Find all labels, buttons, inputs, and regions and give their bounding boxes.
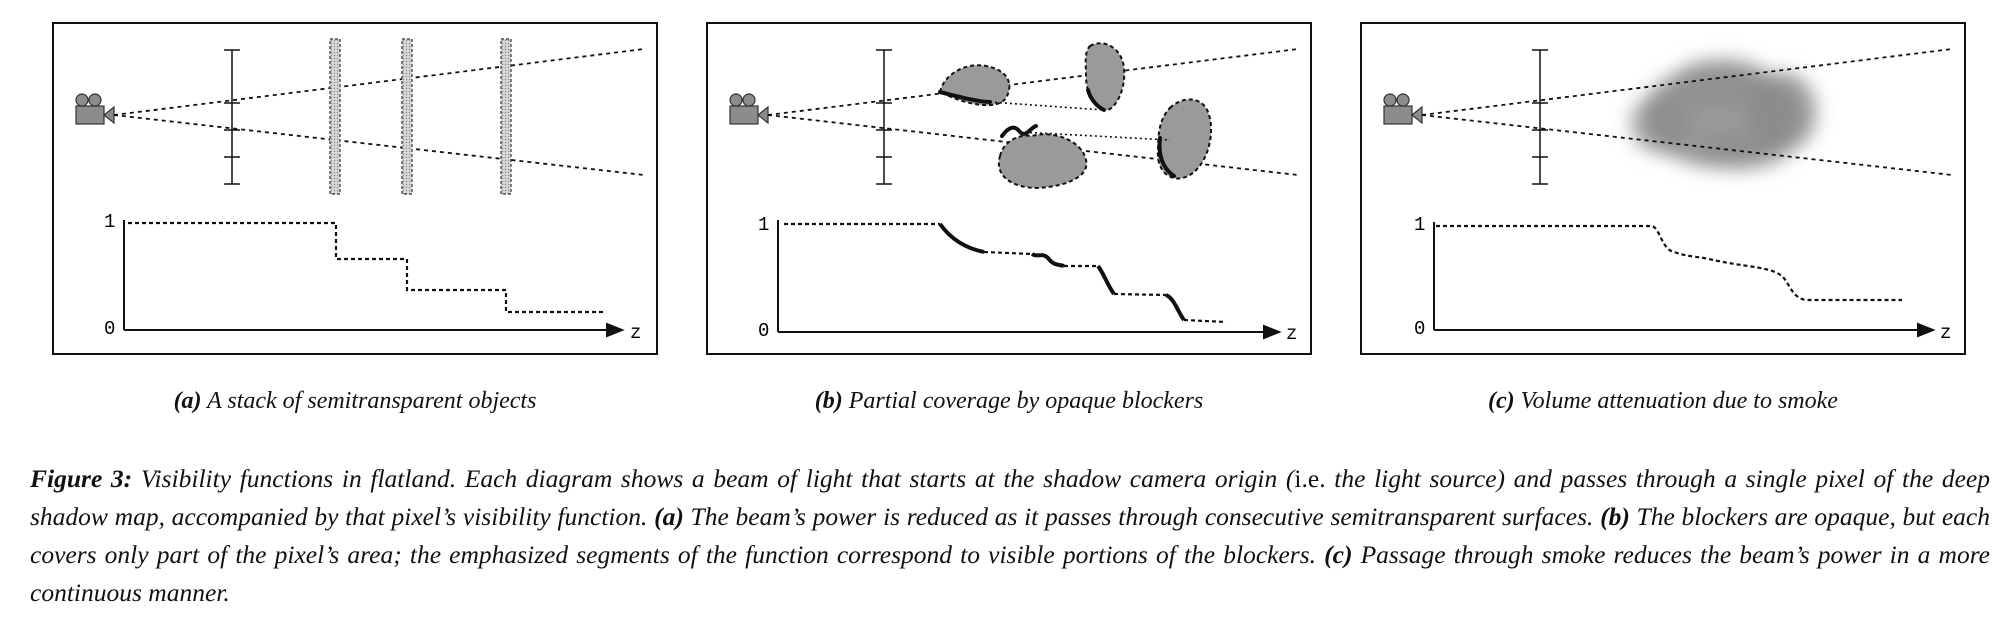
subcaption-c-text: Volume attenuation due to smoke bbox=[1520, 388, 1838, 414]
blocker-connectors bbox=[989, 101, 1171, 141]
pixel-ruler bbox=[224, 49, 240, 185]
caption-a-label: (a) bbox=[654, 502, 684, 531]
caption-a-text: The beam’s power is reduced as it passes… bbox=[683, 502, 1601, 531]
caption-b-text: The blockers are opaque, but each covers… bbox=[30, 502, 1990, 569]
y-tick-1: 1 bbox=[1414, 214, 1425, 236]
visibility-function bbox=[1436, 224, 1902, 302]
y-tick-1: 1 bbox=[758, 214, 769, 236]
subcaption-b-text: Partial coverage by opaque blockers bbox=[848, 388, 1204, 414]
pixel-ruler bbox=[1532, 49, 1548, 185]
slab-1 bbox=[329, 38, 341, 195]
caption-ie: i.e. bbox=[1294, 464, 1326, 493]
slab-3 bbox=[500, 38, 512, 195]
y-tick-0: 0 bbox=[1414, 318, 1425, 340]
y-tick-0: 0 bbox=[758, 320, 769, 342]
caption-b-label: (b) bbox=[1600, 502, 1630, 531]
blocker-2 bbox=[1084, 42, 1126, 112]
caption-c-text: Passage through smoke reduces the beam’s… bbox=[30, 540, 1990, 607]
beam-lines bbox=[1421, 48, 1953, 176]
visibility-axes bbox=[1433, 222, 1936, 338]
subcaption-a: (a) A stack of semitransparent objects bbox=[52, 388, 658, 415]
y-tick-0: 0 bbox=[104, 318, 115, 340]
caption-c-label: (c) bbox=[1324, 540, 1353, 569]
slab-2 bbox=[401, 38, 413, 195]
opaque-blockers bbox=[938, 42, 1213, 190]
y-tick-1: 1 bbox=[104, 211, 115, 233]
camera-icon bbox=[729, 93, 769, 125]
subcaption-a-label: (a) bbox=[173, 388, 202, 414]
blocker-4 bbox=[1156, 98, 1213, 180]
subcaption-b-label: (b) bbox=[814, 388, 843, 414]
visibility-axes bbox=[777, 220, 1282, 340]
diagram-a-svg: 1 0 z bbox=[75, 38, 645, 344]
camera-icon bbox=[75, 93, 115, 125]
diagram-panel-c: 1 0 z bbox=[1360, 22, 1966, 355]
diagram-panel-a: 1 0 z bbox=[52, 22, 658, 355]
subcaption-b: (b) Partial coverage by opaque blockers bbox=[706, 388, 1312, 415]
diagram-c-svg: 1 0 z bbox=[1383, 48, 1953, 344]
subcaption-c: (c) Volume attenuation due to smoke bbox=[1360, 388, 1966, 415]
figure-label: Figure 3: bbox=[30, 464, 133, 493]
z-axis-label: z bbox=[630, 322, 641, 344]
figure-caption: Figure 3: Visibility functions in flatla… bbox=[30, 460, 1990, 612]
diagram-b-svg: 1 0 z bbox=[729, 42, 1299, 345]
semitransparent-slabs bbox=[329, 38, 512, 195]
caption-part2: the light source) and passes through a s… bbox=[30, 464, 1990, 531]
subcaption-c-label: (c) bbox=[1488, 388, 1515, 414]
diagram-panel-b: 1 0 z bbox=[706, 22, 1312, 355]
z-axis-label: z bbox=[1940, 322, 1951, 344]
blocker-3 bbox=[997, 133, 1088, 190]
visibility-function bbox=[128, 221, 606, 314]
beam-lines bbox=[113, 48, 645, 176]
smoke-cloud bbox=[1630, 58, 1817, 170]
visibility-axes bbox=[123, 220, 625, 338]
visibility-function bbox=[784, 222, 1227, 324]
pixel-ruler bbox=[876, 49, 892, 185]
caption-part1: Visibility functions in flatland. Each d… bbox=[140, 464, 1295, 493]
z-axis-label: z bbox=[1286, 323, 1297, 345]
camera-icon bbox=[1383, 93, 1423, 125]
subcaption-a-text: A stack of semitransparent objects bbox=[207, 388, 537, 414]
